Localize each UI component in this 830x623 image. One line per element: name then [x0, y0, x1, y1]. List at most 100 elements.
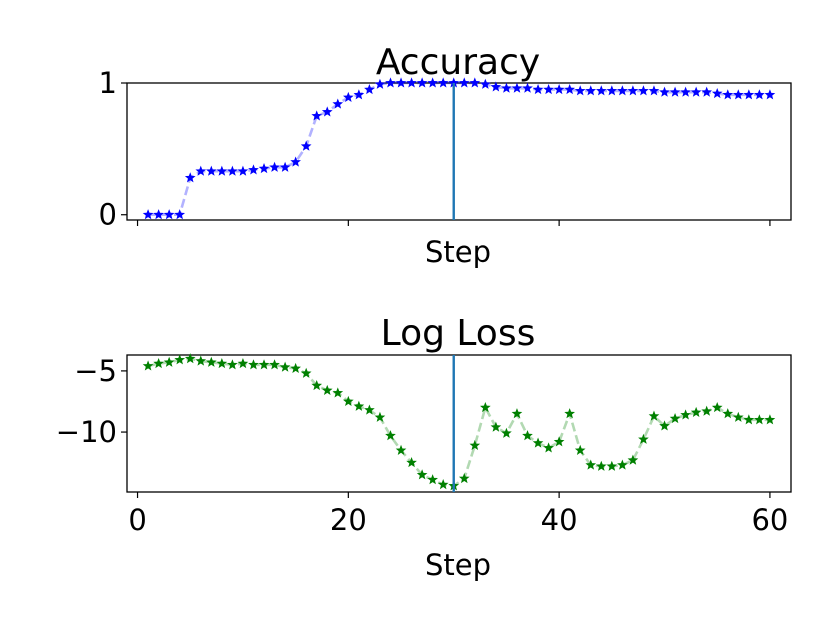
log-loss-data-point [690, 406, 702, 418]
log-loss-x-tick-label: 0 [128, 503, 146, 537]
log-loss-data-point [258, 359, 270, 370]
log-loss-data-point [279, 361, 291, 372]
accuracy-data-point [480, 78, 491, 89]
accuracy-data-point [764, 89, 776, 100]
accuracy-series [142, 77, 776, 220]
log-loss-data-point [385, 430, 396, 441]
accuracy-data-point [701, 86, 713, 97]
accuracy-data-point [205, 165, 217, 176]
accuracy-data-point [585, 85, 597, 96]
log-loss-data-point [553, 436, 565, 447]
accuracy-data-point [174, 209, 186, 220]
log-loss-data-point [501, 427, 512, 438]
accuracy-data-point [279, 161, 291, 172]
log-loss-data-point [585, 459, 597, 470]
accuracy-data-point [659, 86, 670, 97]
accuracy-y-tick-label: 0 [99, 198, 117, 232]
log-loss-data-point [627, 454, 639, 465]
log-loss-data-point [195, 355, 207, 366]
log-loss-data-point [469, 439, 481, 451]
log-loss-data-point [427, 474, 438, 485]
accuracy-data-point [458, 77, 470, 88]
log-loss-y-tick-label: −5 [74, 354, 117, 388]
accuracy-data-point [237, 165, 249, 176]
log-loss-data-point [659, 420, 670, 431]
log-loss-data-point [321, 384, 333, 395]
log-loss-series-line [147, 357, 770, 488]
accuracy-data-point [638, 85, 649, 96]
log-loss-data-point [364, 404, 375, 415]
accuracy-data-point [627, 85, 639, 96]
accuracy-data-point [343, 91, 354, 103]
accuracy-data-point [216, 165, 228, 176]
log-loss-data-point [711, 402, 723, 413]
accuracy-data-point [290, 156, 301, 167]
accuracy-data-point [227, 165, 238, 176]
log-loss-data-point [574, 444, 586, 455]
log-loss-data-point [595, 460, 607, 471]
log-loss-data-point [490, 421, 502, 432]
log-loss-data-point [406, 457, 417, 468]
log-loss-data-point [564, 408, 575, 419]
accuracy-axes-frame [126, 82, 792, 221]
accuracy-data-point [364, 83, 375, 95]
log-loss-data-point [648, 410, 660, 421]
log-loss-chart: Log Loss 0 20 40 60 −5 −10 Step [56, 313, 792, 582]
accuracy-data-point [195, 165, 207, 176]
log-loss-data-point [332, 387, 344, 398]
accuracy-data-point [300, 140, 312, 151]
log-loss-data-point [606, 460, 618, 471]
accuracy-data-point [522, 82, 533, 93]
log-loss-data-point [522, 430, 533, 441]
accuracy-data-point [617, 85, 628, 96]
log-loss-data-point [311, 379, 323, 391]
accuracy-chart: Accuracy 01 Step [99, 42, 792, 269]
accuracy-data-point [469, 77, 481, 88]
log-loss-x-label: Step [425, 548, 491, 582]
accuracy-data-point [732, 89, 744, 100]
log-loss-data-point [290, 362, 301, 373]
log-loss-x-tick-label: 60 [751, 503, 788, 537]
accuracy-data-point [163, 209, 175, 220]
accuracy-series-line [148, 81, 770, 217]
accuracy-data-point [606, 85, 618, 96]
log-loss-data-point [300, 367, 312, 378]
log-loss-data-point [732, 411, 744, 422]
log-loss-y-tick-label: −10 [56, 415, 117, 449]
log-loss-y-ticks: −5 −10 [56, 354, 127, 449]
accuracy-data-point [669, 86, 681, 97]
accuracy-data-point [248, 164, 259, 175]
log-loss-data-point [205, 356, 217, 367]
accuracy-data-point [184, 172, 196, 183]
log-loss-data-point [532, 437, 544, 448]
log-loss-axes-frame [126, 354, 792, 493]
log-loss-data-point [237, 357, 249, 369]
log-loss-data-point [343, 395, 354, 407]
accuracy-data-point [680, 86, 691, 97]
accuracy-data-point [543, 83, 554, 95]
accuracy-data-point [332, 98, 344, 109]
accuracy-data-point [395, 77, 407, 88]
log-loss-title: Log Loss [381, 313, 536, 354]
accuracy-y-ticks: 01 [99, 66, 127, 232]
accuracy-data-point [711, 87, 723, 99]
log-loss-data-point [437, 479, 449, 490]
log-loss-data-point [458, 472, 470, 484]
accuracy-data-point [690, 86, 702, 97]
accuracy-data-point [754, 89, 765, 100]
accuracy-data-point [142, 209, 154, 220]
accuracy-data-point [258, 163, 270, 174]
log-loss-data-point [374, 411, 386, 422]
accuracy-data-point [416, 77, 428, 88]
accuracy-data-point [501, 82, 512, 93]
log-loss-data-point [722, 408, 734, 419]
log-loss-data-point [269, 359, 280, 370]
log-loss-data-point [754, 414, 765, 425]
log-loss-data-point [543, 442, 554, 453]
accuracy-data-point [406, 77, 417, 88]
accuracy-data-point [269, 161, 280, 172]
log-loss-data-point [142, 360, 154, 371]
accuracy-data-point [511, 82, 523, 93]
accuracy-data-point [595, 85, 607, 96]
